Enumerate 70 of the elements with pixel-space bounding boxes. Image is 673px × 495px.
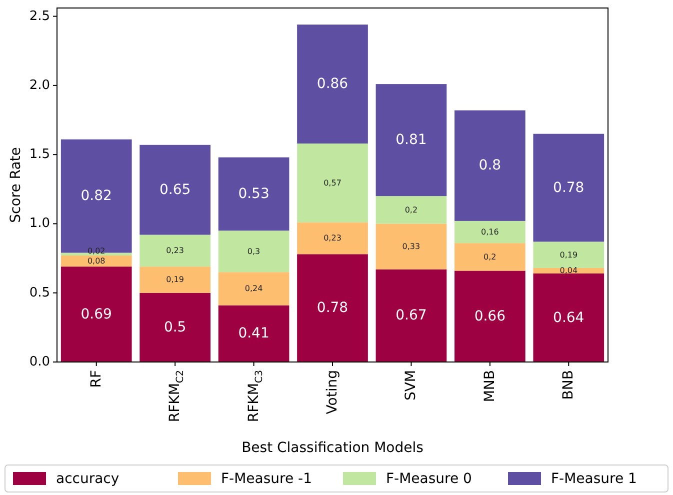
y-tick-label: 0.0 xyxy=(29,354,50,370)
x-tick-label: SVM xyxy=(403,370,420,401)
legend-label: accuracy xyxy=(56,471,120,487)
bar xyxy=(218,230,290,272)
bar xyxy=(140,144,210,235)
data-label: 0,23 xyxy=(324,234,342,243)
bar xyxy=(376,269,447,362)
bar xyxy=(140,292,210,362)
x-tick-label: BNB xyxy=(560,370,577,400)
data-label: 0,04 xyxy=(560,266,578,276)
data-label: 0,2 xyxy=(484,252,496,262)
bar xyxy=(533,134,604,242)
bar xyxy=(60,256,132,267)
data-label: 0,33 xyxy=(402,242,420,252)
bar xyxy=(60,139,132,253)
data-label: 0.5 xyxy=(164,319,186,336)
legend-label: F-Measure 1 xyxy=(551,471,637,487)
bar xyxy=(454,243,526,271)
x-tick-label: RF xyxy=(88,370,104,388)
data-label: 0.64 xyxy=(553,310,584,326)
data-label: 0.41 xyxy=(238,326,270,342)
bar xyxy=(218,305,290,362)
y-tick-label: 2.5 xyxy=(29,8,50,24)
bar xyxy=(376,196,447,224)
data-label: 0,19 xyxy=(166,275,184,284)
data-label: 0.69 xyxy=(80,306,112,322)
y-tick-label: 2.0 xyxy=(29,78,50,93)
data-label: 0,2 xyxy=(404,205,418,214)
bar xyxy=(376,224,447,270)
data-label: 0.65 xyxy=(159,182,191,198)
x-axis-title: Best Classification Models xyxy=(242,440,424,456)
bar xyxy=(140,234,210,267)
legend-label: F-Measure 0 xyxy=(386,471,472,487)
data-label: 0,19 xyxy=(560,250,578,260)
data-label: 0.78 xyxy=(553,180,584,196)
data-label: 0.53 xyxy=(238,186,270,202)
bar xyxy=(218,157,290,231)
x-tick-label: Voting xyxy=(324,370,340,414)
y-tick-label: 0.5 xyxy=(29,285,50,300)
bar xyxy=(533,242,604,268)
x-tick-label: MNB xyxy=(482,370,498,402)
data-label: 0,24 xyxy=(244,284,263,294)
data-label: 0.66 xyxy=(474,308,506,324)
data-label: 0.8 xyxy=(478,158,502,174)
data-label: 0.67 xyxy=(396,308,427,324)
data-label: 0,23 xyxy=(166,246,184,256)
bar xyxy=(297,222,368,254)
data-label: 0.82 xyxy=(80,188,112,204)
data-label: 0.81 xyxy=(396,132,427,148)
bar xyxy=(454,220,526,244)
bar xyxy=(454,270,526,362)
bar xyxy=(297,144,368,222)
bar xyxy=(533,274,604,362)
data-label: 0,57 xyxy=(324,178,342,188)
data-label: 0.78 xyxy=(316,300,348,316)
bar xyxy=(376,84,447,196)
data-label: 0,08 xyxy=(87,256,106,266)
legend-label: F-Measure -1 xyxy=(221,471,312,487)
bar xyxy=(297,254,368,362)
bar xyxy=(297,24,368,144)
bar xyxy=(454,110,526,221)
y-axis-title: Score Rate xyxy=(8,147,24,223)
data-label: 0.86 xyxy=(316,76,348,92)
data-label: 0,3 xyxy=(247,246,260,256)
bar xyxy=(140,266,210,293)
bar xyxy=(60,266,132,362)
y-tick-label: 1.5 xyxy=(29,147,50,162)
y-tick-label: 1.0 xyxy=(29,216,50,232)
bar xyxy=(218,272,290,306)
data-label: 0,16 xyxy=(481,228,499,237)
